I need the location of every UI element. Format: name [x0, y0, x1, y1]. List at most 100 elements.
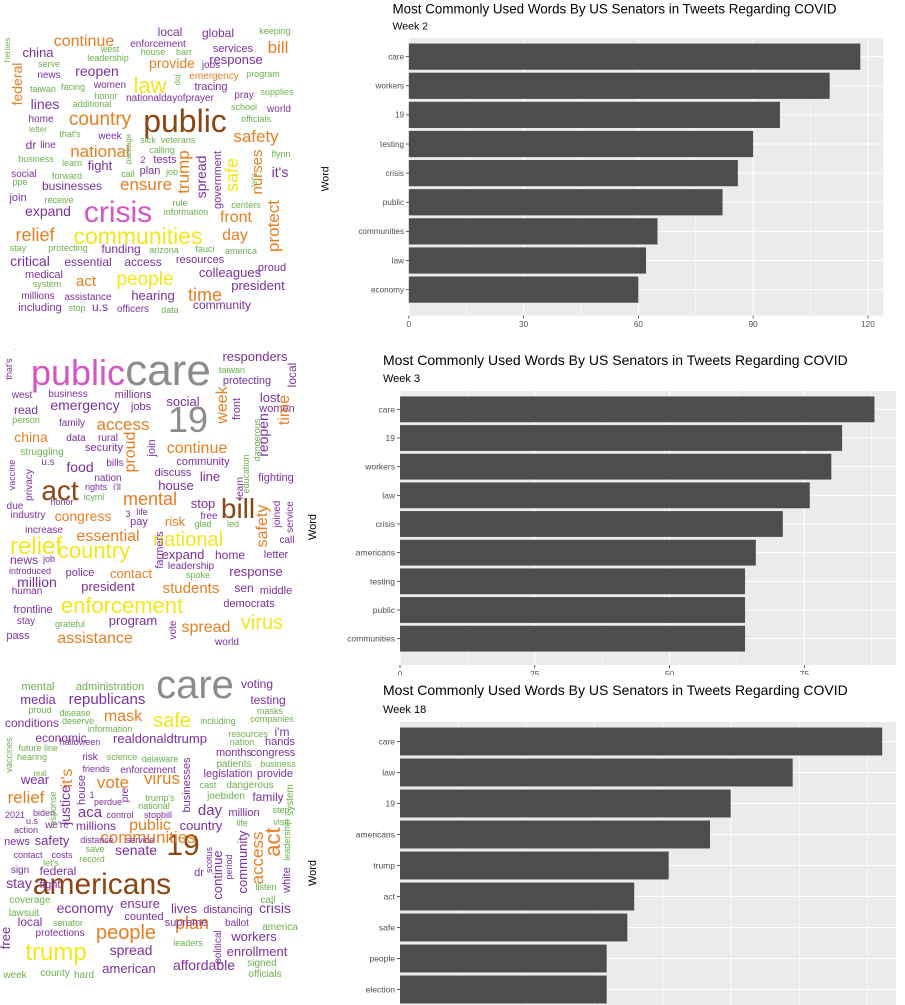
- wordcloud-word: hearing: [17, 752, 47, 762]
- wordcloud-word: american: [102, 961, 155, 976]
- bar-19: [400, 425, 843, 451]
- wordcloud-word: jobs: [201, 60, 220, 71]
- wordcloud-word: reopen: [75, 63, 119, 79]
- wordcloud-word: step: [272, 805, 289, 815]
- wordcloud-word: provide: [149, 55, 195, 71]
- bar-economy: [408, 276, 639, 303]
- wordcloud-word: pass: [6, 630, 30, 642]
- wordcloud-word: communities: [100, 828, 195, 847]
- wordcloud-word: joined: [272, 501, 283, 529]
- wordcloud-word: nurses: [249, 149, 266, 194]
- wordcloud-word: access: [124, 255, 161, 269]
- wordcloud-word: call: [279, 535, 294, 546]
- chart-week-3-svg: Most Commonly Used Words By US Senators …: [307, 352, 896, 675]
- wordcloud-word: people: [96, 922, 156, 944]
- bar-testing: [408, 130, 754, 158]
- bar-care: [400, 727, 883, 756]
- wordcloud-word: stop: [68, 303, 85, 313]
- wordcloud-word: sick: [140, 135, 156, 145]
- wordcloud-word: continue: [54, 33, 115, 50]
- wordcloud-word: centers: [231, 200, 261, 210]
- wordcloud-word: enforcement: [120, 765, 176, 776]
- wordcloud-word: law: [133, 73, 166, 98]
- wordcloud-word: business: [18, 154, 54, 164]
- wordcloud-word: spoke: [186, 570, 210, 580]
- bar-election: [400, 975, 607, 1004]
- wordcloud-word: delaware: [142, 754, 179, 764]
- wordcloud-word: day: [198, 802, 223, 819]
- wordcloud-word: fighting: [258, 472, 293, 484]
- wordcloud-word: deserve: [62, 716, 94, 726]
- wordcloud-word: glad: [194, 519, 211, 529]
- wordcloud-word: officials: [241, 114, 271, 124]
- plot-area: care law 19 americans trump act safe people elec…: [356, 722, 896, 1005]
- wordcloud-word: congress: [251, 747, 296, 759]
- wordcloud-word: hearing: [131, 288, 174, 303]
- y-tick-label: election: [366, 985, 396, 995]
- wordcloud-word: stay: [6, 875, 32, 891]
- wordcloud-word: essential: [64, 255, 111, 269]
- wordcloud-word: risk: [165, 514, 186, 529]
- wordcloud-word: emergency: [189, 71, 238, 82]
- wordcloud-word: line: [44, 743, 58, 753]
- wordcloud-word: stay: [10, 243, 27, 253]
- wordcloud-word: safety: [35, 833, 70, 848]
- wordcloud-word: businesses: [181, 757, 193, 813]
- wordcloud-word: free: [0, 927, 13, 949]
- wordcloud-word: lost: [260, 390, 281, 405]
- wordcloud-word: distancing: [203, 904, 253, 916]
- wordcloud-word: rule: [172, 198, 187, 208]
- wordcloud-word: spread: [193, 156, 209, 199]
- wordcloud-word: white: [281, 867, 293, 894]
- wordcloud-word: critical: [10, 253, 50, 269]
- wordcloud-word: record: [79, 854, 105, 864]
- bar-safe: [400, 913, 628, 942]
- wordcloud-word: additional: [73, 99, 112, 109]
- wordcloud-word: led: [227, 519, 239, 529]
- wordcloud-word: proud: [258, 262, 286, 274]
- wordcloud-word: 19: [168, 399, 208, 440]
- wordcloud-word: system: [33, 279, 62, 289]
- y-tick-label: public: [373, 605, 396, 615]
- wordcloud-word: vaccines: [4, 737, 14, 773]
- wordcloud-word: doj: [173, 74, 182, 85]
- chart-week-2: Most Commonly Used Words By US Senators …: [300, 0, 905, 345]
- wordcloud-word: life: [236, 818, 248, 828]
- wordcloud-word: increase: [25, 525, 63, 536]
- wordcloud-word: affordable: [173, 957, 235, 973]
- wordcloud-word: administration: [76, 681, 144, 693]
- chart-title: Most Commonly Used Words By US Senators …: [393, 1, 837, 16]
- wordcloud-word: week: [2, 970, 27, 981]
- wordcloud-word: let's: [250, 173, 259, 187]
- wordcloud-word: 3: [125, 509, 130, 519]
- bar-care: [400, 396, 875, 423]
- wordcloud-word: legislation: [204, 768, 253, 780]
- chart-subtitle: Week 3: [383, 373, 420, 385]
- wordcloud-word: that's: [4, 358, 14, 380]
- wordcloud-word: social: [166, 394, 199, 409]
- wordcloud-word: spread: [182, 619, 231, 636]
- wordcloud-word: lives: [171, 901, 198, 916]
- wordcloud-word: i'll: [113, 482, 121, 492]
- bar-public: [408, 189, 723, 216]
- wordcloud-word: learn: [62, 158, 82, 168]
- wordcloud-word: plan: [140, 165, 161, 177]
- wordcloud-word: police: [66, 567, 95, 579]
- wordcloud-word: line: [40, 140, 56, 151]
- wordcloud-word: safety: [233, 127, 279, 146]
- y-tick-label: americans: [356, 830, 395, 840]
- wordcloud-word: news: [10, 553, 38, 567]
- wordcloud-word: local: [18, 915, 43, 929]
- wordcloud-word: u.s: [92, 300, 108, 314]
- wordcloud-word: care: [125, 346, 211, 395]
- wordcloud-word: 1: [89, 790, 94, 800]
- wordcloud-word: trump: [174, 150, 193, 193]
- y-tick-label: 19: [386, 433, 396, 443]
- y-tick-label: 19: [386, 799, 396, 809]
- wordcloud-week-18: care americans 19 safe trump communities peopl…: [0, 0, 305, 1002]
- wordcloud-word: resources: [176, 254, 225, 266]
- y-tick-label: public: [383, 198, 404, 207]
- y-tick-label: testing: [370, 576, 395, 586]
- wordcloud-word: local: [158, 25, 183, 39]
